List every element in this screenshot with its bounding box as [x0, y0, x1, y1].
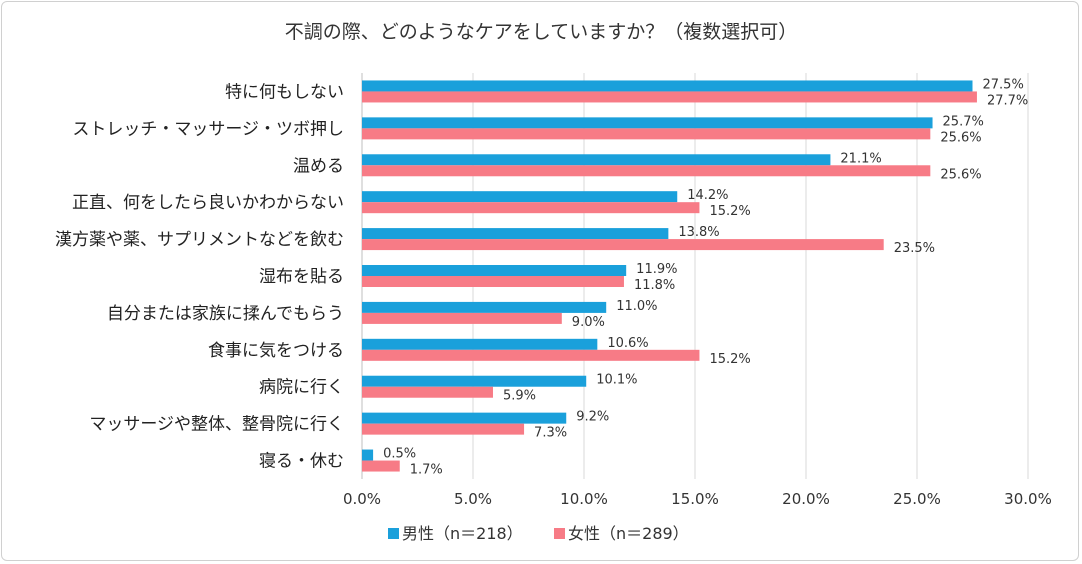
- chart-title: 不調の際、どのようなケアをしていますか？（複数選択可）: [285, 21, 797, 43]
- female-data-label: 15.2%: [709, 204, 750, 219]
- female-bar: [362, 349, 700, 361]
- male-bar: [362, 117, 933, 129]
- male-data-label: 13.8%: [678, 225, 719, 240]
- female-data-label: 1.7%: [410, 463, 443, 478]
- female-data-label: 11.8%: [634, 278, 675, 293]
- x-tick-label: 30.0%: [1004, 490, 1052, 508]
- female-bar: [362, 239, 884, 251]
- category-label: 食事に気をつける: [208, 341, 344, 361]
- gridlines: [361, 73, 1029, 479]
- female-data-label: 9.0%: [572, 315, 605, 330]
- legend: 男性（n＝218） 女性（n＝289）: [388, 524, 689, 543]
- male-data-label: 14.2%: [687, 188, 728, 203]
- male-data-label: 21.1%: [840, 151, 881, 166]
- category-label: 特に何もしない: [225, 82, 344, 102]
- female-data-label: 7.3%: [534, 426, 567, 441]
- category-label: ストレッチ・マッサージ・ツボ押し: [72, 119, 344, 139]
- x-tick-label: 5.0%: [454, 490, 492, 508]
- female-bar: [362, 423, 525, 435]
- legend-swatch: [554, 528, 565, 539]
- female-data-label: 23.5%: [894, 241, 935, 256]
- male-bar: [362, 338, 598, 350]
- category-label: 病院に行く: [259, 378, 344, 398]
- category-label: マッサージや整体、整骨院に行く: [89, 415, 344, 435]
- female-bar: [362, 386, 493, 398]
- male-data-label: 25.7%: [943, 114, 984, 129]
- category-label: 寝る・休む: [259, 451, 344, 472]
- male-data-label: 11.0%: [616, 299, 657, 314]
- female-data-label: 15.2%: [709, 352, 750, 367]
- legend-label: 男性（n＝218）: [402, 524, 523, 543]
- x-axis-ticks: 0.0% 5.0% 10.0% 15.0% 20.0% 25.0% 30.0%: [343, 490, 1052, 508]
- male-data-label: 11.9%: [636, 262, 677, 277]
- male-bar: [362, 412, 567, 424]
- x-tick-label: 20.0%: [782, 490, 830, 508]
- category-label: 正直、何をしたら良いかわからない: [72, 193, 344, 213]
- male-data-label: 0.5%: [383, 447, 416, 462]
- legend-swatch: [388, 528, 399, 539]
- category-label: 温める: [293, 156, 344, 176]
- x-tick-label: 10.0%: [560, 490, 608, 508]
- female-bar: [362, 312, 562, 324]
- female-bar: [362, 128, 931, 140]
- male-bar: [362, 449, 374, 461]
- x-tick-label: 15.0%: [671, 490, 719, 508]
- female-data-label: 5.9%: [503, 389, 536, 404]
- category-label: 自分または家族に揉んでもらう: [107, 304, 344, 324]
- male-bar: [362, 154, 831, 166]
- x-tick-label: 0.0%: [343, 490, 381, 508]
- female-data-label: 25.6%: [940, 130, 981, 145]
- male-data-label: 27.5%: [983, 77, 1024, 92]
- male-bar: [362, 80, 973, 92]
- female-data-label: 25.6%: [940, 167, 981, 182]
- female-data-label: 27.7%: [987, 93, 1028, 108]
- category-label: 湿布を貼る: [259, 267, 344, 287]
- male-data-label: 9.2%: [576, 410, 609, 425]
- category-labels: 特に何もしないストレッチ・マッサージ・ツボ押し温める正直、何をしたら良いかわから…: [55, 82, 344, 471]
- male-bar: [362, 191, 678, 203]
- female-bar: [362, 91, 977, 103]
- male-data-label: 10.6%: [607, 336, 648, 351]
- male-data-label: 10.1%: [596, 373, 637, 388]
- male-bar: [362, 265, 627, 276]
- female-bar: [362, 276, 624, 287]
- male-bar: [362, 228, 669, 240]
- category-label: 漢方薬や薬、サプリメントなどを飲む: [55, 230, 344, 250]
- female-bar: [362, 202, 700, 214]
- legend-label: 女性（n＝289）: [568, 524, 689, 543]
- female-bar: [362, 165, 931, 177]
- x-tick-label: 25.0%: [893, 490, 941, 508]
- bars: 27.5%27.7%25.7%25.6%21.1%25.6%14.2%15.2%…: [362, 77, 1028, 478]
- male-bar: [362, 301, 607, 313]
- female-bar: [362, 460, 400, 472]
- male-bar: [362, 375, 587, 387]
